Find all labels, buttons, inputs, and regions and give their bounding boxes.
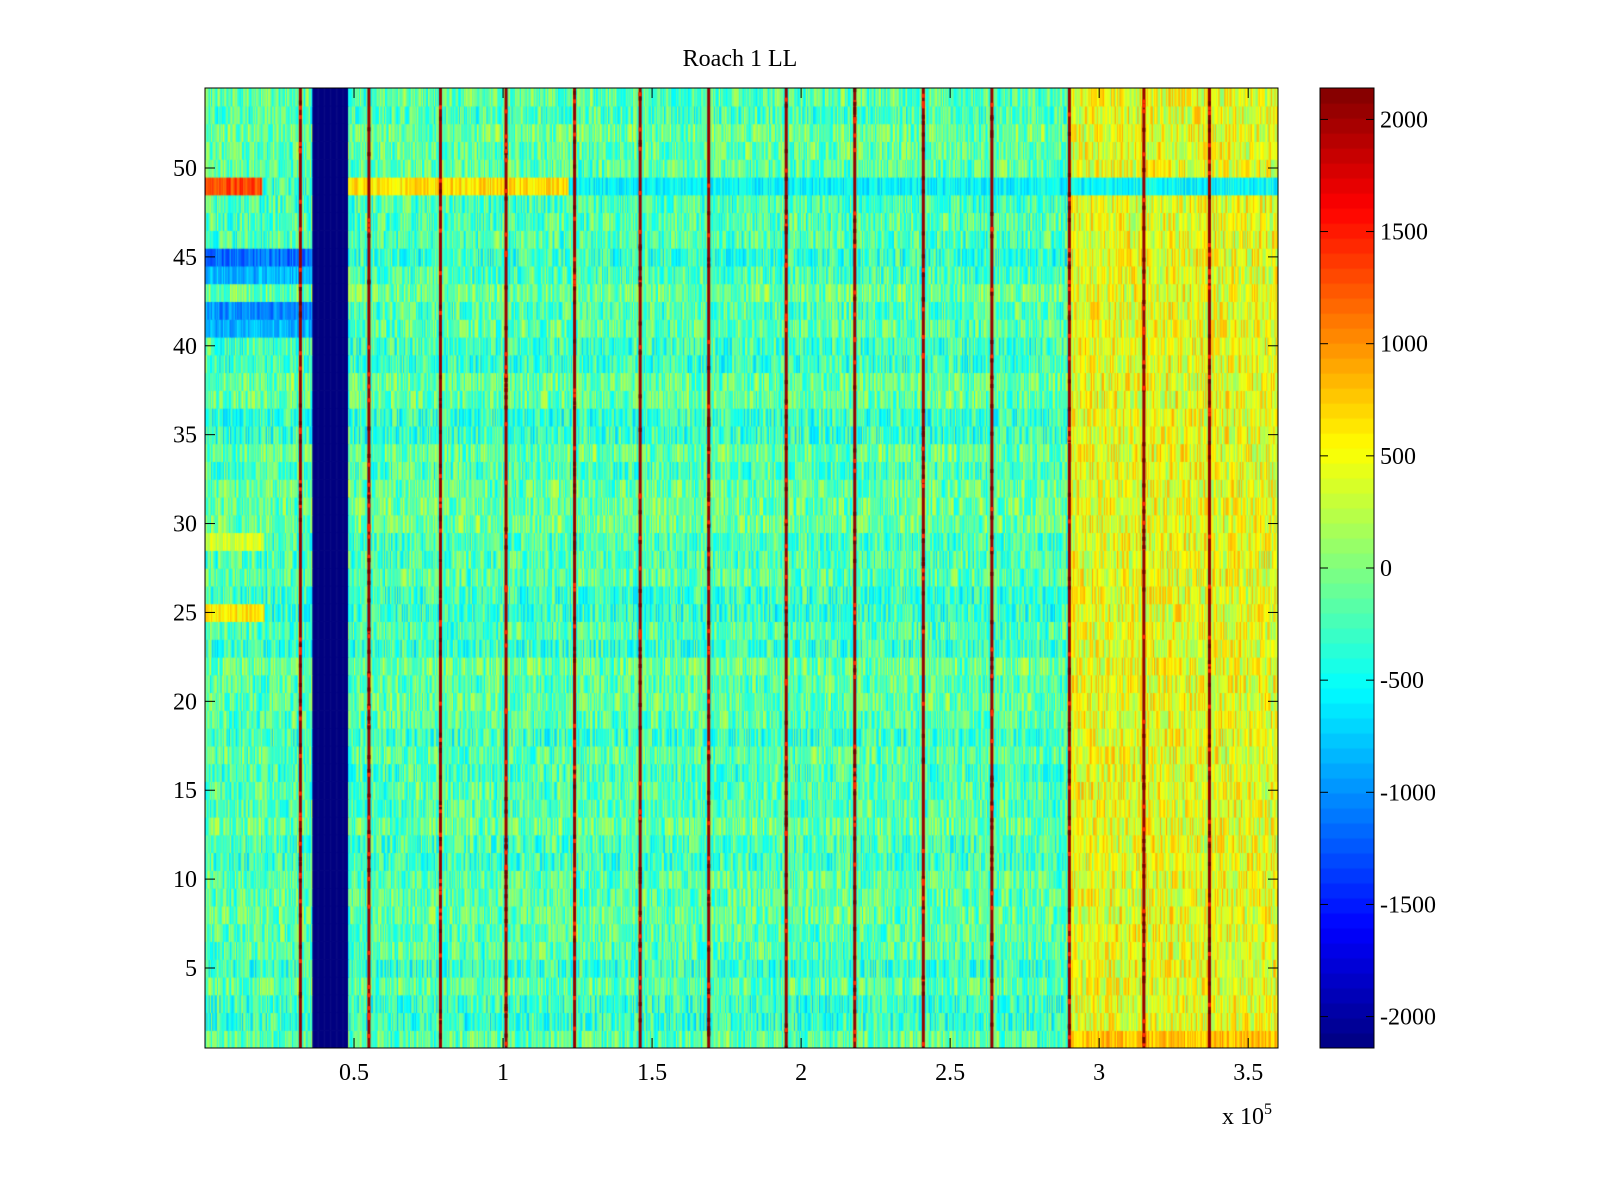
y-tick-label: 20 — [173, 689, 197, 715]
x-tick-label: 3.5 — [1233, 1060, 1263, 1086]
colorbar-raster-container — [1320, 88, 1374, 1048]
x-axis: 0.5 1 1.5 2 2.5 3 3.5 — [339, 88, 1263, 1086]
chart-title: Roach 1 LL — [683, 46, 798, 72]
colorbar-tick-label: 0 — [1380, 556, 1392, 582]
colorbar-tick-label: -2000 — [1380, 1005, 1436, 1031]
x-tick-label: 2 — [795, 1060, 807, 1086]
x-tick-label: 3 — [1093, 1060, 1105, 1086]
colorbar-tick-label: -1500 — [1380, 892, 1436, 918]
y-tick-label: 35 — [173, 423, 197, 449]
heatmap-raster-container — [205, 88, 1278, 1048]
x-tick-label: 2.5 — [935, 1060, 965, 1086]
plot-frame — [204, 87, 1279, 1049]
colorbar-tick-label: 500 — [1380, 444, 1416, 470]
y-tick-label: 10 — [173, 867, 197, 893]
colorbar-axis: 2000 1500 1000 500 0 -500 -1000 -1500 -2000 — [1320, 107, 1436, 1031]
colorbar-tick-label: 1500 — [1380, 220, 1428, 246]
colorbar-tick-label: 1000 — [1380, 332, 1428, 358]
y-tick-label: 40 — [173, 334, 197, 360]
x-tick-label: 1.5 — [637, 1060, 667, 1086]
y-tick-label: 45 — [173, 245, 197, 271]
x-tick-label: 1 — [497, 1060, 509, 1086]
x-tick-label: 0.5 — [339, 1060, 369, 1086]
y-axis: 5 10 15 20 25 30 35 40 45 50 — [173, 156, 1278, 982]
y-tick-label: 15 — [173, 778, 197, 804]
y-tick-label: 50 — [173, 156, 197, 182]
x-axis-scale-exponent: 5 — [1264, 1101, 1272, 1118]
x-axis-scale-label: x 105 — [1222, 1101, 1272, 1130]
y-tick-label: 25 — [173, 600, 197, 626]
colorbar-tick-label: 2000 — [1380, 107, 1428, 133]
colorbar-tick-label: -500 — [1380, 668, 1424, 694]
y-tick-label: 30 — [173, 512, 197, 538]
colorbar-tick-label: -1000 — [1380, 780, 1436, 806]
y-tick-label: 5 — [185, 956, 197, 982]
